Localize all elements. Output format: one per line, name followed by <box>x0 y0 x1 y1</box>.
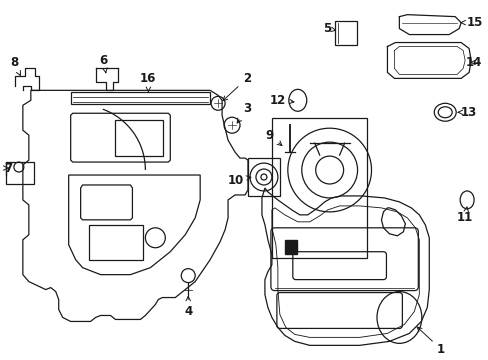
Text: 4: 4 <box>183 296 192 318</box>
Text: 15: 15 <box>460 16 482 29</box>
Text: 1: 1 <box>416 327 445 356</box>
Text: 8: 8 <box>10 56 20 76</box>
Bar <box>115 120 163 156</box>
Text: 7: 7 <box>3 162 12 175</box>
Bar <box>6 162 34 184</box>
Text: 14: 14 <box>465 56 481 69</box>
Bar <box>247 158 279 196</box>
Text: 5: 5 <box>323 22 335 35</box>
Text: 11: 11 <box>456 207 472 224</box>
Text: 10: 10 <box>227 174 250 186</box>
Text: 12: 12 <box>269 94 293 107</box>
Text: 3: 3 <box>237 102 250 123</box>
Text: 2: 2 <box>223 72 250 101</box>
Text: 13: 13 <box>457 106 476 119</box>
Text: 6: 6 <box>99 54 107 73</box>
Text: 9: 9 <box>265 129 282 145</box>
Bar <box>285 240 296 254</box>
Bar <box>271 118 366 258</box>
Bar <box>88 225 143 260</box>
Bar <box>334 21 356 45</box>
Bar <box>71 92 210 104</box>
Text: 16: 16 <box>140 72 156 91</box>
